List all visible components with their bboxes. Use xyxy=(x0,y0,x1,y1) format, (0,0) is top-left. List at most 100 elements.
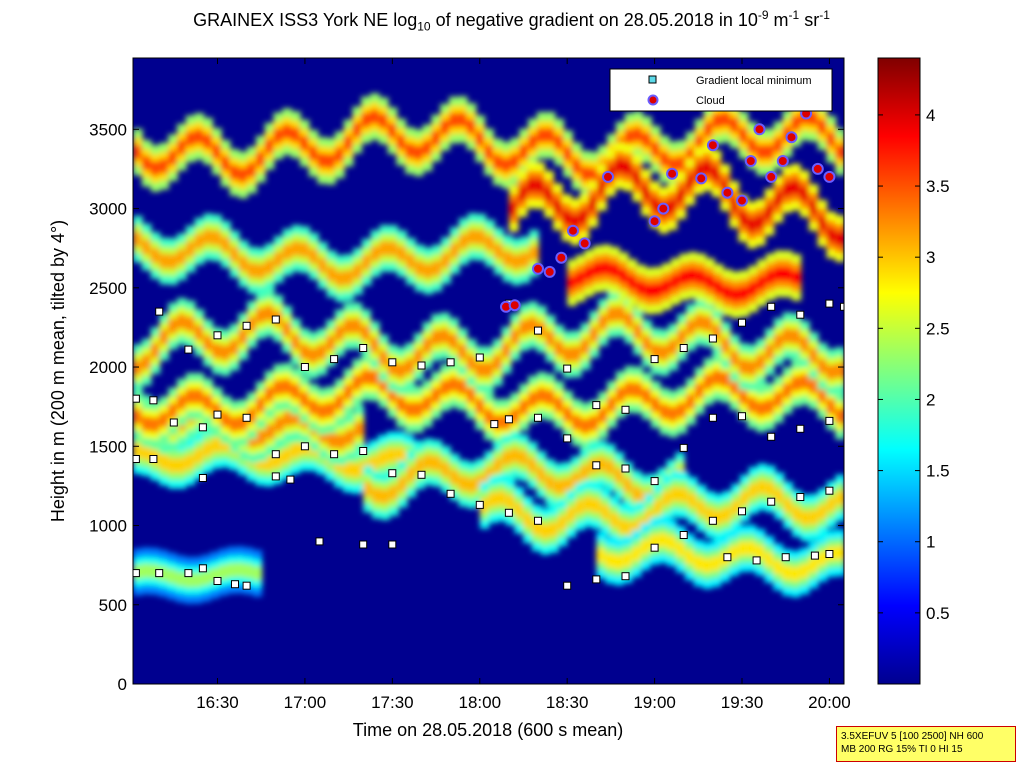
heatmap-cell xyxy=(343,384,354,400)
heatmap-cell xyxy=(308,400,319,415)
cloud-marker xyxy=(648,215,661,228)
gradient-minimum-marker xyxy=(475,500,484,509)
gradient-minimum-marker xyxy=(621,572,630,581)
heatmap-cell xyxy=(343,319,354,334)
heatmap-cell xyxy=(159,329,170,345)
heatmap-cell xyxy=(466,388,477,403)
heatmap-cell xyxy=(747,138,758,153)
heatmap-cell xyxy=(141,354,152,370)
gradient-minimum-marker xyxy=(149,396,158,405)
heatmap-cell xyxy=(466,355,477,370)
heatmap-cell xyxy=(545,331,556,346)
gradient-minimum-marker xyxy=(679,531,688,539)
heatmap-cell xyxy=(283,411,294,426)
heatmap-cell xyxy=(567,275,577,290)
heatmap-cell xyxy=(423,454,434,470)
heatmap-cell xyxy=(220,437,231,452)
heatmap-cell xyxy=(818,504,828,520)
heatmap-cell xyxy=(536,128,547,143)
y-axis: 0 500 1000 1500 2000 2500 3000 3500 xyxy=(89,120,844,694)
gradient-minimum-marker xyxy=(650,543,659,552)
heatmap-cell xyxy=(614,554,624,570)
heatmap-cell xyxy=(133,144,143,160)
heatmap-cell xyxy=(731,500,741,515)
heatmap-cell xyxy=(773,137,784,153)
heatmap-cell xyxy=(575,499,585,515)
heatmap-cell xyxy=(309,249,319,264)
heatmap-cell xyxy=(158,566,169,581)
heatmap-cell xyxy=(238,415,249,431)
heatmap-cell xyxy=(773,334,784,349)
heatmap-cell xyxy=(782,565,792,580)
gradient-minimum-marker xyxy=(825,299,834,308)
heatmap-cell xyxy=(835,144,844,160)
heatmap-cell xyxy=(756,401,766,416)
gradient-minimum-marker xyxy=(752,556,761,565)
heatmap-cell xyxy=(177,249,187,264)
heatmap-cell xyxy=(650,344,661,359)
heatmap-cell xyxy=(593,261,603,277)
gradient-minimum-marker xyxy=(213,577,222,585)
heatmap-cell xyxy=(484,362,494,377)
heatmap-cell xyxy=(835,408,844,424)
heatmap-cell xyxy=(729,379,740,395)
heatmap-cell xyxy=(757,479,767,495)
gradient-minimum-marker xyxy=(359,447,368,455)
cloud-marker xyxy=(765,170,778,183)
gradient-minimum-marker xyxy=(738,412,746,421)
heatmap-cell xyxy=(817,551,828,566)
heatmap-cell xyxy=(712,113,723,128)
heatmap-cell xyxy=(579,465,590,480)
heatmap-cell xyxy=(809,510,819,525)
heatmap-cell xyxy=(201,571,211,586)
heatmap-cell xyxy=(141,416,152,431)
heatmap-cell xyxy=(431,388,442,403)
heatmap-cell xyxy=(264,387,275,402)
heatmap-cell xyxy=(475,362,486,377)
heatmap-cell xyxy=(739,491,750,506)
heatmap-cell xyxy=(273,128,284,144)
x-axis-label: Time on 28.05.2018 (600 s mean) xyxy=(353,720,624,740)
heatmap-cell xyxy=(203,134,213,149)
gradient-minimum-marker xyxy=(504,508,513,517)
heatmap-cell xyxy=(783,498,793,513)
heatmap-cell xyxy=(563,347,573,362)
gradient-minimum-marker xyxy=(330,355,339,364)
heatmap-cell xyxy=(370,370,380,385)
gradient-minimum-marker xyxy=(359,344,368,352)
heatmap-cell xyxy=(584,266,594,281)
heatmap-cell xyxy=(505,494,516,510)
gradient-minimum-marker xyxy=(155,307,164,316)
heatmap-cell xyxy=(203,394,213,410)
heatmap-cell xyxy=(580,166,591,182)
heatmap-cell xyxy=(133,443,143,458)
heatmap-cell xyxy=(317,153,328,168)
heatmap-cell xyxy=(808,557,819,573)
heatmap-cell xyxy=(738,211,748,226)
heatmap-cell xyxy=(722,285,733,300)
heatmap-cell xyxy=(662,279,672,294)
heatmap-cell xyxy=(615,387,626,402)
heatmap-cell xyxy=(623,478,633,493)
heatmap-cell xyxy=(511,254,522,269)
heatmap-cell xyxy=(808,348,819,363)
heatmap-cell xyxy=(508,201,519,216)
heatmap-cell xyxy=(238,329,249,344)
heatmap-cell xyxy=(257,430,267,445)
heatmap-cell xyxy=(597,180,607,195)
heatmap-cell xyxy=(185,389,196,404)
heatmap-cell xyxy=(299,344,310,359)
heatmap-cell xyxy=(557,515,568,530)
heatmap-cell xyxy=(737,541,748,556)
chart-title: GRAINEX ISS3 York NE log10 of negative g… xyxy=(193,8,830,34)
heatmap-cell xyxy=(406,467,417,482)
heatmap-cell xyxy=(835,363,844,378)
heatmap-cell xyxy=(566,507,577,522)
heatmap-cell xyxy=(317,344,328,360)
heatmap-cell xyxy=(501,343,512,358)
heatmap-cell xyxy=(308,348,319,363)
gradient-minimum-marker xyxy=(796,424,805,433)
heatmap-cell xyxy=(415,458,425,473)
gradient-minimum-marker xyxy=(446,358,455,367)
heatmap-cell xyxy=(659,404,670,419)
